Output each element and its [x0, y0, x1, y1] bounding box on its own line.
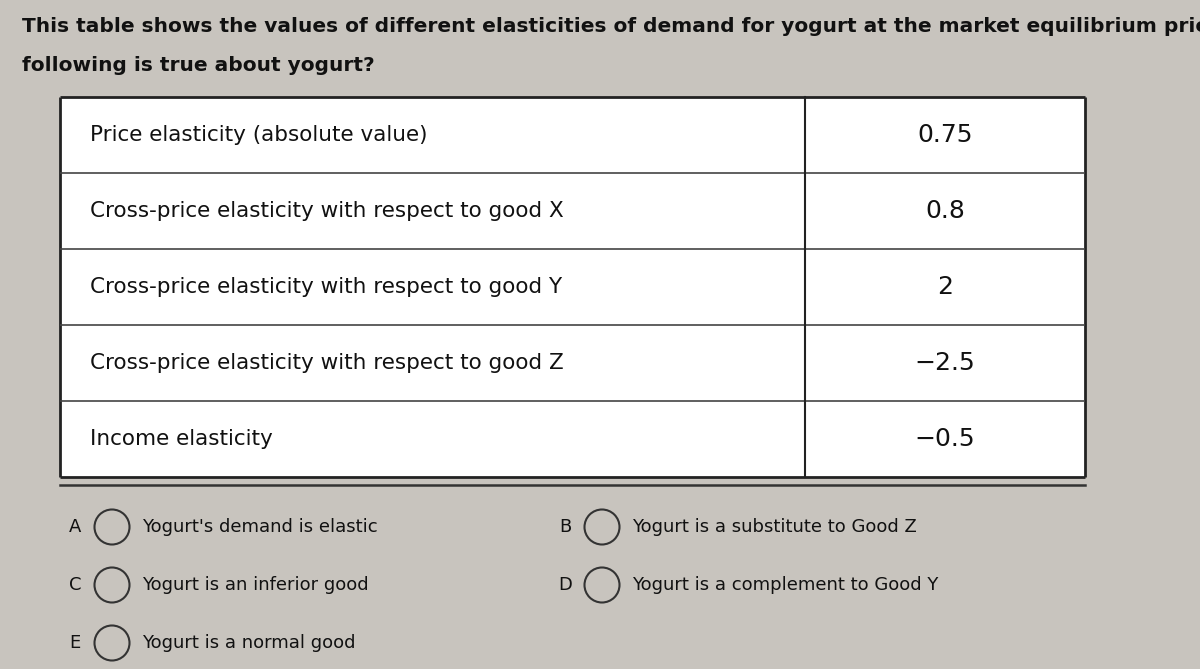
Text: D: D — [558, 576, 572, 594]
Text: Income elasticity: Income elasticity — [90, 429, 272, 449]
Text: following is true about yogurt?: following is true about yogurt? — [22, 56, 374, 75]
Text: 2: 2 — [937, 275, 953, 299]
Text: Yogurt is a substitute to Good Z: Yogurt is a substitute to Good Z — [632, 518, 917, 536]
Text: 0.8: 0.8 — [925, 199, 965, 223]
Text: Cross-price elasticity with respect to good Z: Cross-price elasticity with respect to g… — [90, 353, 564, 373]
Text: 0.75: 0.75 — [917, 123, 973, 147]
Text: Yogurt is a normal good: Yogurt is a normal good — [142, 634, 355, 652]
Text: C: C — [68, 576, 82, 594]
Text: Yogurt is an inferior good: Yogurt is an inferior good — [142, 576, 368, 594]
Text: Cross-price elasticity with respect to good Y: Cross-price elasticity with respect to g… — [90, 277, 562, 297]
Text: −2.5: −2.5 — [914, 351, 976, 375]
Text: Yogurt's demand is elastic: Yogurt's demand is elastic — [142, 518, 378, 536]
Text: E: E — [70, 634, 80, 652]
Text: −0.5: −0.5 — [914, 427, 976, 451]
Text: Price elasticity (absolute value): Price elasticity (absolute value) — [90, 125, 427, 145]
Text: Cross-price elasticity with respect to good X: Cross-price elasticity with respect to g… — [90, 201, 564, 221]
Text: B: B — [559, 518, 571, 536]
Text: This table shows the values of different elasticities of demand for yogurt at th: This table shows the values of different… — [22, 17, 1200, 36]
Text: Yogurt is a complement to Good Y: Yogurt is a complement to Good Y — [632, 576, 938, 594]
FancyBboxPatch shape — [60, 97, 1085, 477]
Text: A: A — [68, 518, 82, 536]
